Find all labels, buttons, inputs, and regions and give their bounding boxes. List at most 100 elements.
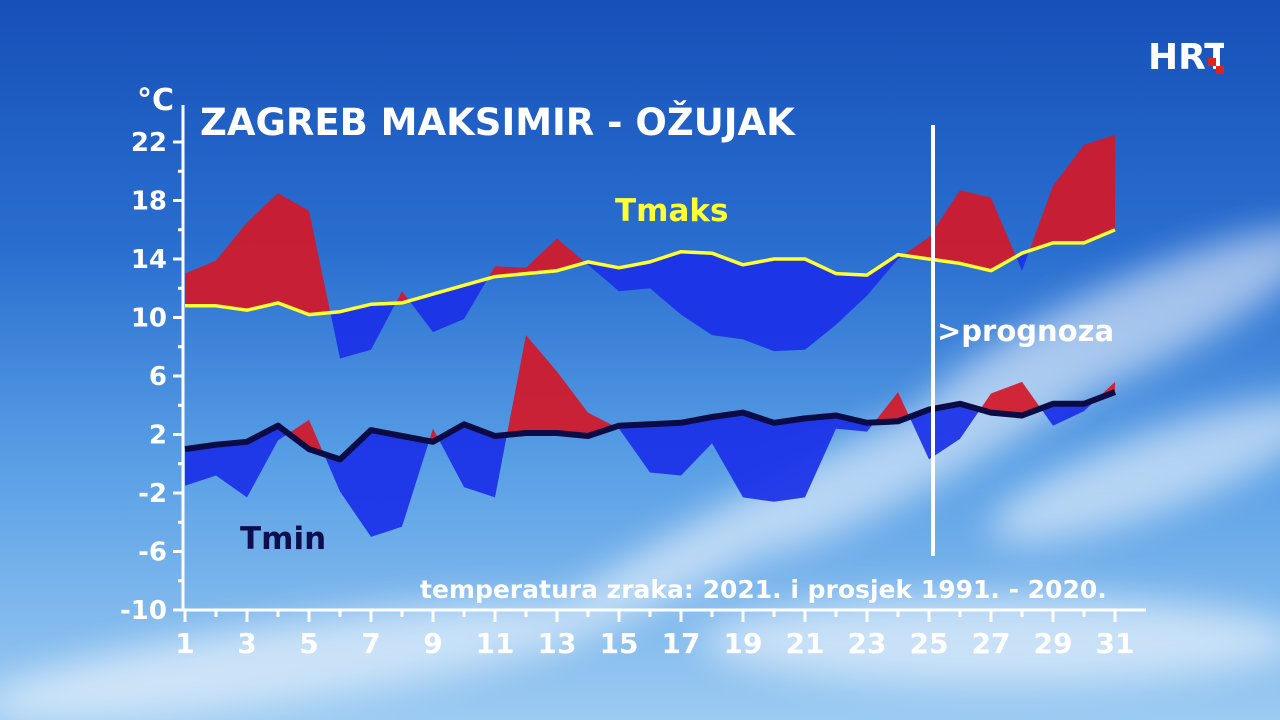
tmin-anomaly-cold [1084,398,1097,412]
tmin-anomaly-cold [805,415,836,498]
tmin-anomaly-cold [909,409,929,460]
tmin-anomaly-cold [774,418,805,502]
tmin-anomaly-cold [402,436,430,527]
tmax-anomaly-cold [774,259,805,352]
tmax-anomaly-cold [1022,250,1030,271]
x-tick-label: 11 [476,627,515,660]
x-tick-label: 17 [662,627,701,660]
x-tick-label: 27 [972,627,1011,660]
chart-title: ZAGREB MAKSIMIR - OŽUJAK [200,100,796,144]
y-tick-label: 22 [131,128,167,158]
tmax-anomaly-cold [464,278,488,319]
forecast-label: >prognoza [937,314,1114,348]
tmin-anomaly-warm [588,412,616,436]
x-tick-label: 31 [1096,627,1135,660]
logo-accent-square [1216,66,1224,74]
tmin-anomaly-cold [929,403,960,460]
tmax-anomaly-warm [1053,144,1084,243]
chart-subtitle: temperatura zraka: 2021. i prosjek 1991.… [420,575,1107,604]
tmin-anomaly-warm [991,381,1022,416]
tmin-anomaly-cold [960,403,981,439]
x-tick-label: 29 [1034,627,1073,660]
y-axis-unit: °C [137,83,174,118]
tmin-anomaly-cold [371,430,402,537]
tmax-anomaly-warm [903,237,929,259]
tmax-anomaly-cold [330,311,340,359]
tmax-anomaly-warm [960,190,991,271]
tmin-anomaly-cold [681,417,712,476]
tmin-anomaly-warm [874,392,898,423]
tmax-anomaly-cold [340,304,371,359]
x-tick-label: 5 [299,627,318,660]
tmin-anomaly-cold [712,412,743,498]
average-lines [184,228,1117,463]
tmax-series-label: Tmaks [615,193,728,229]
tmin-anomaly-cold [247,425,278,498]
tmax-average-line [185,228,1116,317]
tmax-anomaly-cold [867,254,898,296]
x-tick-label: 7 [361,627,380,660]
tmax-anomaly-warm [526,238,557,274]
tmin-average-line [184,389,1117,463]
x-tick-label: 23 [848,627,887,660]
tmax-anomaly-warm [247,193,278,311]
tmin-anomaly-warm [309,419,324,454]
tmax-anomaly-warm [1029,185,1053,251]
tmax-anomaly-warm [991,197,1016,271]
tmin-anomaly-cold [650,422,681,476]
x-tick-label: 3 [237,627,256,660]
tmax-anomaly-cold [650,251,681,315]
y-tick-label: 6 [149,362,167,392]
tmin-anomaly-cold [464,424,495,498]
tmax-anomaly-cold [409,294,433,333]
tmax-anomaly-warm [185,260,216,306]
tmax-anomaly-cold [805,259,836,350]
tmin-anomaly-warm [898,392,910,422]
x-tick-label: 9 [423,627,442,660]
tmin-series-label: Tmin [240,521,326,557]
hrt-logo: HRT [1148,37,1224,74]
tmin-anomaly-cold [438,424,464,488]
x-tick-label: 1 [175,627,194,660]
tmax-anomaly-warm [278,193,309,315]
tmin-anomaly-cold [185,444,216,486]
x-tick-label: 15 [600,627,639,660]
x-tick-label: 13 [538,627,577,660]
tmax-anomaly-warm [557,238,586,271]
tmax-anomaly-cold [836,273,867,325]
y-tick-label: 18 [131,187,167,217]
tmax-anomaly-cold [743,259,774,352]
tmax-anomaly-warm [395,291,402,304]
tmin-anomaly-cold [495,434,507,498]
anomaly-areas [185,134,1115,537]
tmax-anomaly-warm [929,190,960,264]
tmin-anomaly-cold [323,454,340,492]
x-tick-label: 21 [786,627,825,660]
tmax-anomaly-warm [309,210,331,315]
y-tick-label: 10 [131,304,167,334]
y-tick-label: 14 [131,245,167,275]
tmin-anomaly-warm [526,335,557,433]
tmax-anomaly-cold [712,253,743,340]
tmin-anomaly-warm [557,371,588,436]
x-tick-label: 25 [910,627,949,660]
y-tick-label: -10 [120,596,167,626]
tmax-anomaly-cold [588,261,619,292]
y-tick-label: 2 [149,421,167,451]
tmin-anomaly-cold [743,412,774,502]
tmin-anomaly-cold [1053,403,1084,426]
tmax-anomaly-cold [433,285,464,333]
x-tick-label: 19 [724,627,763,660]
y-tick-label: -2 [138,479,167,509]
logo-text: HRT [1148,37,1224,74]
tmin-anomaly-cold [340,430,371,537]
logo-accent-square [1208,58,1216,66]
tmin-anomaly-cold [619,424,650,473]
tmin-anomaly-warm [506,335,526,435]
tmax-anomaly-warm [1084,134,1115,243]
tmax-anomaly-warm [216,222,247,311]
tmin-anomaly-cold [216,441,247,498]
